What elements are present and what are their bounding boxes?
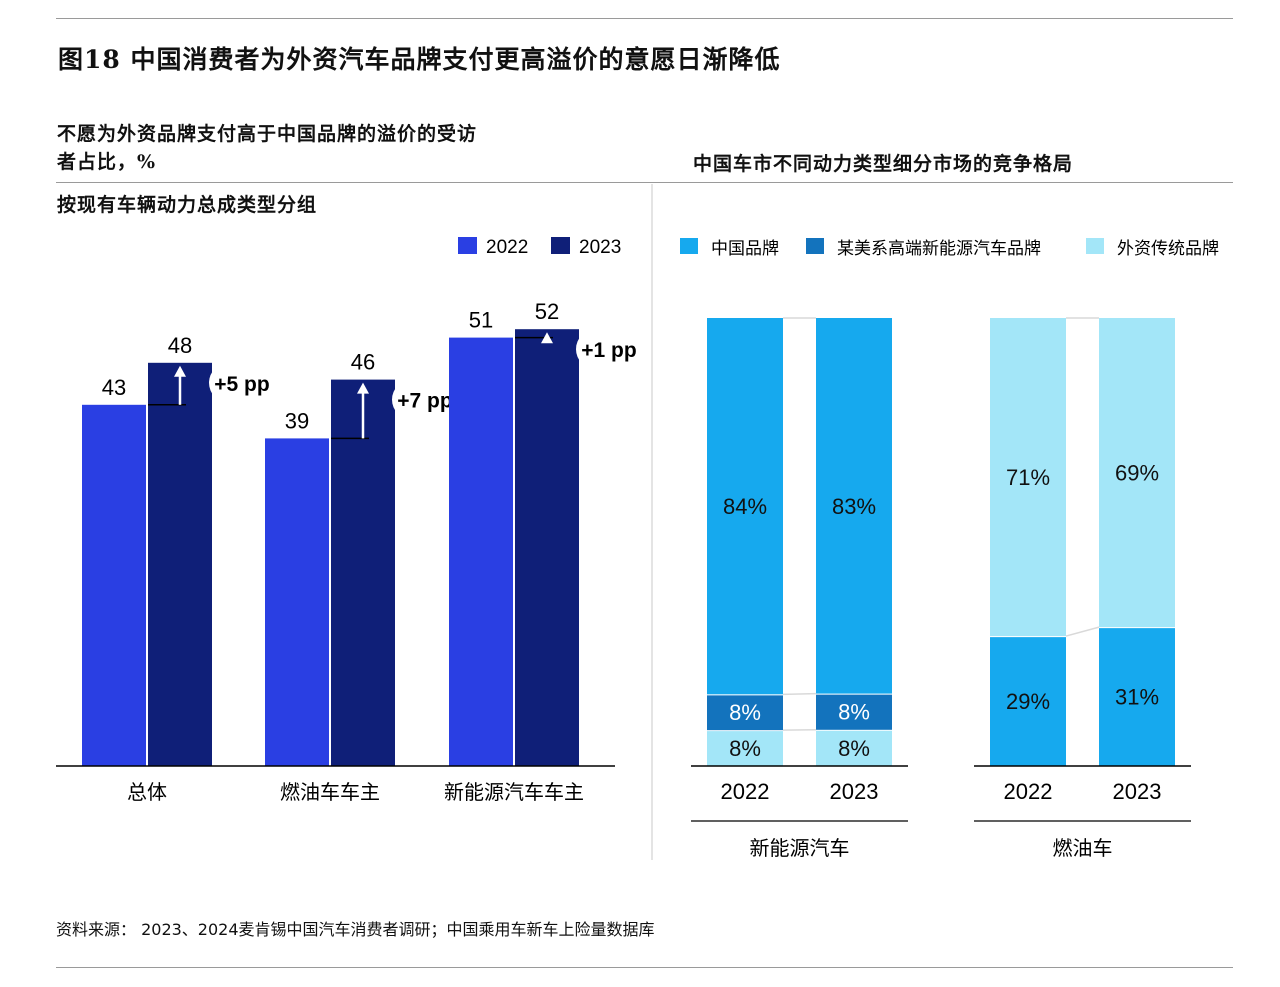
stacked-segment (1099, 318, 1175, 628)
year-label: 2022 (1004, 779, 1053, 804)
left-panel-title-line2: 者占比，% (57, 151, 157, 173)
category-label: 燃油车车主 (280, 780, 380, 804)
stacked-segment (707, 694, 783, 731)
data-label-2023: 48 (168, 333, 192, 358)
pp-annotation: +5 pp (214, 373, 269, 396)
segment-value-label: 31% (1115, 685, 1159, 710)
bar-2023 (148, 362, 212, 766)
legend-label-share: 某美系高端新能源汽车品牌 (837, 239, 1041, 259)
bottom-rule (56, 967, 1233, 968)
annotation-capsule (392, 379, 458, 420)
segment-value-label: 29% (1006, 689, 1050, 714)
segment-value-label: 8% (729, 700, 761, 725)
legend-label-2022: 2022 (486, 237, 528, 258)
stacked-segment (990, 636, 1066, 766)
data-label-2022: 51 (469, 308, 493, 333)
stacked-segment (707, 730, 783, 766)
source-note: 资料来源： 2023、2024麦肯锡中国汽车消费者调研；中国乘用车新车上险量数据… (56, 920, 655, 939)
year-label: 2023 (1113, 779, 1162, 804)
increase-arrow-head (174, 365, 186, 377)
segment-value-label: 69% (1115, 461, 1159, 486)
legend-label-share: 中国品牌 (711, 239, 779, 259)
bar-2023 (331, 379, 395, 766)
data-label-2022: 39 (285, 408, 309, 433)
stacked-segment (1099, 627, 1175, 766)
pp-annotation: +7 pp (397, 390, 452, 413)
data-label-2023: 52 (535, 299, 559, 324)
stacked-segment (990, 318, 1066, 637)
segment-value-label: 84% (723, 494, 767, 519)
annotation-capsule (576, 329, 642, 370)
stacked-segment (816, 729, 892, 766)
annotation-capsule (209, 362, 275, 403)
category-label: 新能源汽车车主 (444, 780, 584, 804)
legend-swatch-share (1086, 238, 1104, 254)
category-label: 总体 (127, 780, 167, 804)
stacked-segment (816, 693, 892, 730)
bar-2022 (265, 438, 329, 766)
legend-swatch-share (680, 238, 698, 254)
legend-swatch-share (806, 238, 824, 254)
year-label: 2022 (721, 779, 770, 804)
segment-value-label: 8% (729, 736, 761, 761)
bar-2022 (82, 404, 146, 766)
legend-swatch-2022 (458, 237, 477, 254)
segment-value-label: 8% (838, 700, 870, 725)
legend-label-share: 外资传统品牌 (1117, 239, 1219, 259)
segment-value-label: 71% (1006, 465, 1050, 490)
stacked-segment (707, 318, 783, 695)
figure-title: 图18 中国消费者为外资汽车品牌支付更高溢价的意愿日渐降低 (58, 45, 781, 74)
header-rule (56, 182, 1233, 183)
segment-value-label: 8% (838, 736, 870, 761)
data-label-2022: 43 (102, 375, 126, 400)
stacked-segment (816, 318, 892, 694)
left-panel-subtitle: 按现有车辆动力总成类型分组 (57, 194, 318, 216)
pp-annotation: +1 pp (581, 339, 636, 362)
segment-connector (782, 692, 817, 696)
legend-label-2023: 2023 (579, 237, 621, 258)
group-label: 燃油车 (1053, 836, 1113, 860)
right-panel-title: 中国车市不同动力类型细分市场的竞争格局 (693, 153, 1074, 175)
top-rule (56, 18, 1233, 19)
left-panel-title-line1: 不愿为外资品牌支付高于中国品牌的溢价的受访 (57, 123, 478, 145)
year-label: 2023 (830, 779, 879, 804)
increase-arrow-head (357, 382, 369, 394)
segment-connector (1065, 626, 1100, 637)
bar-2023 (515, 329, 579, 766)
increase-arrow-head (541, 332, 553, 344)
group-label: 新能源汽车 (750, 836, 850, 860)
chart-canvas: 2022 2023 43 48 +5 pp 总体 39 46 +7 pp 燃油车车主 51 52 +1 … (56, 184, 1219, 860)
legend-swatch-2023 (551, 237, 570, 254)
data-label-2023: 46 (351, 350, 375, 375)
segment-value-label: 83% (832, 494, 876, 519)
bar-2022 (449, 337, 513, 766)
